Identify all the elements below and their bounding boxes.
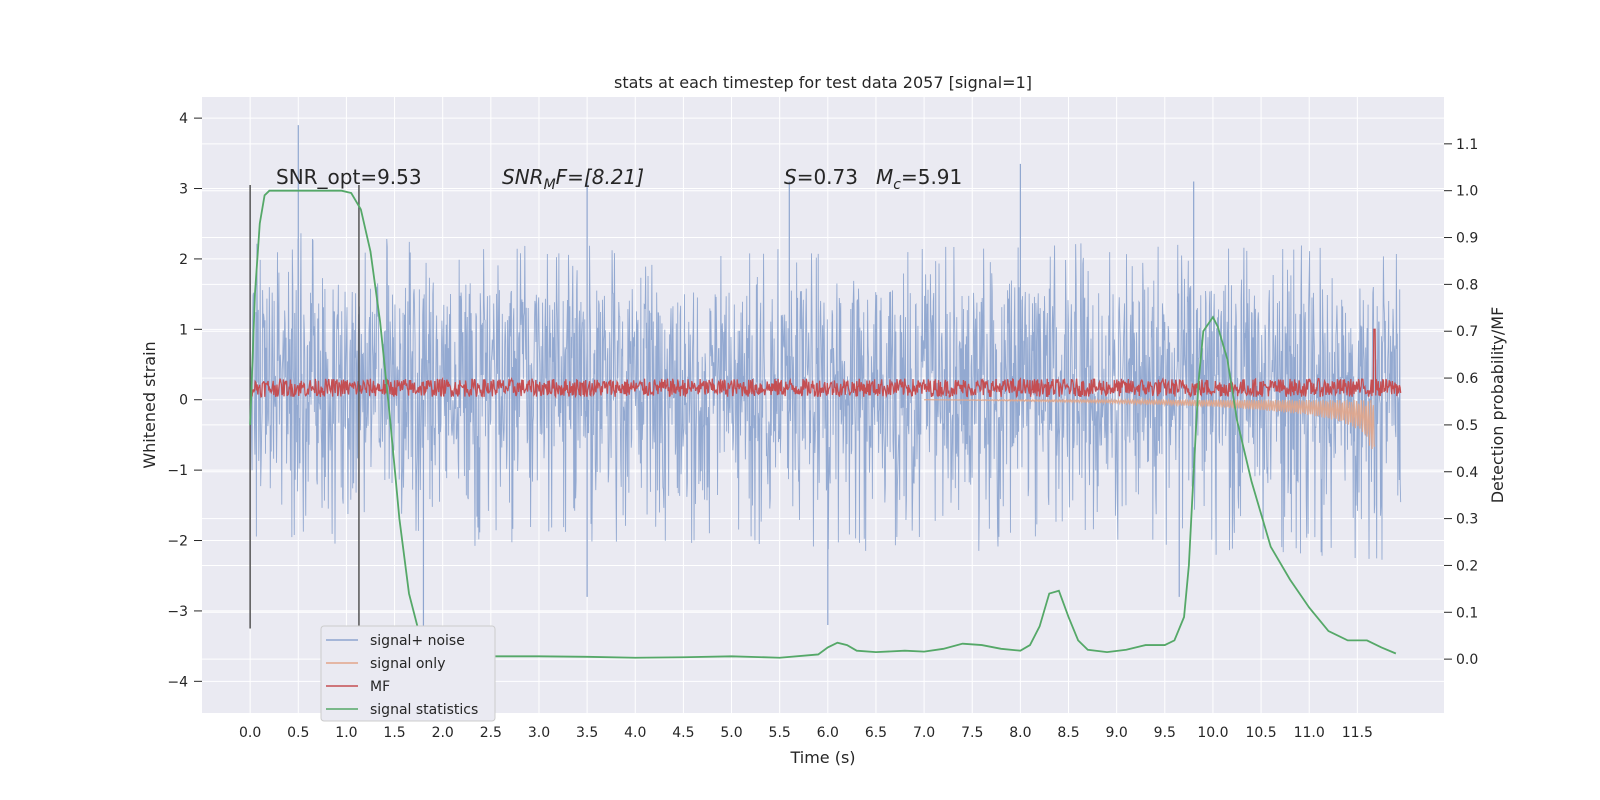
y-right-tick-label: 1.1 (1456, 137, 1478, 153)
y-right-tick-label: 1.0 (1456, 184, 1478, 200)
x-tick-label: 11.0 (1294, 725, 1325, 741)
x-tick-label: 4.0 (624, 725, 646, 741)
x-tick-label: 3.0 (528, 725, 550, 741)
y-right-tick-label: 0.7 (1456, 324, 1478, 340)
legend-box (320, 625, 496, 722)
y-right-tick-label: 0.8 (1456, 277, 1478, 293)
x-tick-label: 3.5 (576, 725, 598, 741)
x-tick-label: 10.0 (1197, 725, 1228, 741)
x-tick-label: 5.0 (720, 725, 742, 741)
y-right-tick-label: 0.4 (1456, 465, 1478, 481)
x-tick-label: 2.0 (432, 725, 454, 741)
y-right-axis-ticks: 1.1 1.0 0.9 0.8 0.7 0.6 0.5 0.4 0.3 0.2 0.1 0.0 (1444, 137, 1478, 668)
x-tick-label: 8.5 (1057, 725, 1079, 741)
y-right-tick-label: 0.5 (1456, 418, 1478, 434)
legend-label-signal-plus-noise: signal+ noise (370, 633, 465, 649)
x-tick-label: 6.5 (865, 725, 887, 741)
mf-line (249, 328, 1402, 399)
legend: signal+ noise signal only MF signal stat… (320, 625, 496, 722)
y-right-tick-label: 0.0 (1456, 652, 1478, 668)
x-tick-label: 2.5 (480, 725, 502, 741)
y-left-tick-label: −4 (167, 674, 188, 690)
y-right-tick-label: 0.9 (1456, 231, 1478, 247)
y-right-tick-label: 0.1 (1456, 605, 1478, 621)
y-right-tick-label: 0.3 (1456, 512, 1478, 528)
x-tick-label: 7.5 (961, 725, 983, 741)
y-left-tick-label: −3 (167, 604, 188, 620)
x-tick-label: 9.0 (1106, 725, 1128, 741)
x-tick-label: 5.5 (769, 725, 791, 741)
x-tick-label: 0.0 (239, 725, 261, 741)
series-mf (249, 328, 1402, 399)
series-signal-statistics (249, 189, 1397, 659)
series-signal-only (924, 397, 1376, 450)
x-tick-label: 4.5 (672, 725, 694, 741)
grid (202, 97, 1444, 713)
y-left-tick-label: 1 (179, 322, 188, 338)
y-left-tick-label: 4 (179, 111, 188, 127)
legend-label-signal-statistics: signal statistics (370, 702, 478, 718)
legend-label-signal-only: signal only (370, 656, 445, 672)
legend-label-mf: MF (370, 679, 390, 695)
x-tick-label: 1.5 (383, 725, 405, 741)
y-left-tick-label: 2 (179, 252, 188, 268)
y-left-axis-label: Whitened strain (140, 341, 159, 468)
x-tick-label: 7.0 (913, 725, 935, 741)
chart-title: stats at each timestep for test data 205… (614, 73, 1032, 92)
x-tick-label: 1.0 (335, 725, 357, 741)
y-left-tick-label: −1 (167, 463, 188, 479)
series-signal-plus-noise (249, 125, 1402, 689)
x-tick-label: 8.0 (1009, 725, 1031, 741)
y-left-tick-label: 3 (179, 182, 188, 198)
x-axis-label: Time (s) (789, 748, 855, 767)
annotation-s-mc: S=0.73 Mc=5.91 (784, 165, 962, 193)
y-left-axis-ticks: 4 3 2 1 0 −1 −2 −3 −4 (167, 111, 202, 690)
signal-only-line (924, 397, 1376, 450)
annotation-snr-mf: SNRMF=[8.21] (502, 165, 644, 193)
y-left-tick-label: 0 (179, 393, 188, 409)
y-right-tick-label: 0.6 (1456, 371, 1478, 387)
x-axis-ticks: 0.0 0.5 1.0 1.5 2.0 2.5 3.0 3.5 4.0 4.5 5.0 5.5 6.0 6… (239, 725, 1373, 741)
y-right-axis-label: Detection probability/MF (1488, 307, 1507, 504)
y-right-tick-label: 0.2 (1456, 558, 1478, 574)
x-tick-label: 9.5 (1154, 725, 1176, 741)
x-tick-label: 11.5 (1342, 725, 1373, 741)
x-tick-label: 0.5 (287, 725, 309, 741)
x-tick-label: 10.5 (1245, 725, 1276, 741)
x-tick-label: 6.0 (817, 725, 839, 741)
annotation-snr-opt: SNR_opt=9.53 (276, 165, 422, 189)
signal-statistics-line (249, 189, 1397, 659)
y-left-tick-label: −2 (167, 534, 188, 550)
